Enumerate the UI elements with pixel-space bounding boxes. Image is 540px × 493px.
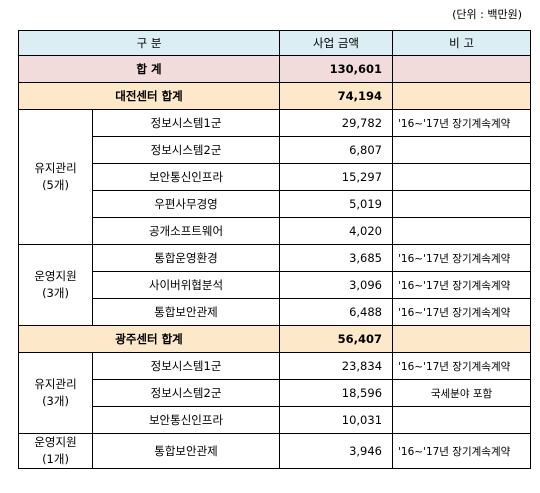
item-note: 국세분야 포함 [392,379,532,407]
item-name: 보안통신인프라 [91,163,281,191]
gwangju-label: 광주센터 합계 [17,325,281,353]
item-note [392,136,532,164]
item-amount: 4,020 [279,217,394,245]
table-row: 우편사무경영 5,019 [19,190,532,218]
daejeon-amount: 74,194 [279,82,394,110]
item-note [392,190,532,218]
item-note: '16~'17년 장기계속계약 [392,244,532,272]
item-amount: 18,596 [279,379,394,407]
item-name: 정보시스템2군 [91,379,281,407]
total-row: 합 계 130,601 [17,55,532,83]
daejeon-label: 대전센터 합계 [17,82,281,110]
header-category: 구 분 [17,30,281,56]
group-count: (3개) [42,394,69,408]
gwangju-note [392,325,532,353]
item-name: 사이버위협분석 [91,271,281,299]
group-label: 운영지원 [34,269,77,283]
group-cell: 유지관리 (3개) [18,352,93,434]
item-name: 정보시스템1군 [91,109,281,137]
item-amount: 3,946 [279,433,394,469]
item-amount: 3,096 [279,271,394,299]
group-count: (1개) [42,452,69,466]
item-amount: 6,488 [279,298,394,326]
table-row: 보안통신인프라 10,031 [19,406,532,434]
item-amount: 3,685 [279,244,394,272]
table-row: 정보시스템2군 6,807 [19,136,532,164]
table-row: 보안통신인프라 15,297 [19,163,532,191]
total-note [392,55,532,83]
unit-label: (단위 : 백만원) [452,8,522,21]
item-note [392,217,532,245]
item-amount: 15,297 [279,163,394,191]
item-name: 정보시스템2군 [91,136,281,164]
group-count: (3개) [42,286,69,300]
table-row: 운영지원 (3개) 통합운영환경 3,685 '16~'17년 장기계속계약 [18,244,532,326]
table-row: 정보시스템2군 18,596 국세분야 포함 [19,379,532,407]
daejeon-note [392,82,532,110]
gwangju-subtotal-row: 광주센터 합계 56,407 [17,325,532,353]
item-name: 우편사무경영 [91,190,281,218]
header-note: 비 고 [392,30,532,56]
group-label: 유지관리 [34,377,77,391]
item-name: 공개소프트웨어 [91,217,281,245]
header-row: 구 분 사업 금액 비 고 [17,30,532,56]
total-amount: 130,601 [279,55,394,83]
item-note: '16~'17년 장기계속계약 [392,109,532,137]
group-cell: 유지관리 (5개) [18,109,93,245]
group-label: 운영지원 [34,435,77,449]
daejeon-subtotal-row: 대전센터 합계 74,194 [17,82,532,110]
item-note: '16~'17년 장기계속계약 [392,271,532,299]
item-name: 통합보안관제 [91,433,281,469]
table-row: 공개소프트웨어 4,020 [19,217,532,245]
group-cell: 운영지원 (3개) [18,244,93,326]
table-row: 유지관리 (3개) 정보시스템1군 23,834 '16~'17년 장기계속계약 [18,352,532,434]
item-amount: 10,031 [279,406,394,434]
table-row: 유지관리 (5개) 정보시스템1군 29,782 '16~'17년 장기계속계약 [18,109,532,245]
item-note: '16~'17년 장기계속계약 [392,352,532,380]
item-amount: 6,807 [279,136,394,164]
gwangju-amount: 56,407 [279,325,394,353]
table-row: 통합보안관제 6,488 '16~'17년 장기계속계약 [19,298,532,326]
item-note [392,406,532,434]
item-name: 통합운영환경 [91,244,281,272]
total-label: 합 계 [17,55,281,83]
group-cell: 운영지원 (1개) [18,433,93,469]
budget-table: 구 분 사업 금액 비 고 합 계 130,601 대전센터 합계 74,194… [17,30,532,469]
item-name: 통합보안관제 [91,298,281,326]
item-amount: 23,834 [279,352,394,380]
group-count: (5개) [42,178,69,192]
item-note: '16~'17년 장기계속계약 [392,433,532,469]
item-name: 보안통신인프라 [91,406,281,434]
header-amount: 사업 금액 [279,30,394,56]
item-amount: 5,019 [279,190,394,218]
item-note: '16~'17년 장기계속계약 [392,298,532,326]
item-amount: 29,782 [279,109,394,137]
item-name: 정보시스템1군 [91,352,281,380]
table-row: 운영지원 (1개) 통합보안관제 3,946 '16~'17년 장기계속계약 [18,433,532,469]
item-note [392,163,532,191]
group-label: 유지관리 [34,161,77,175]
table-row: 사이버위협분석 3,096 '16~'17년 장기계속계약 [19,271,532,299]
